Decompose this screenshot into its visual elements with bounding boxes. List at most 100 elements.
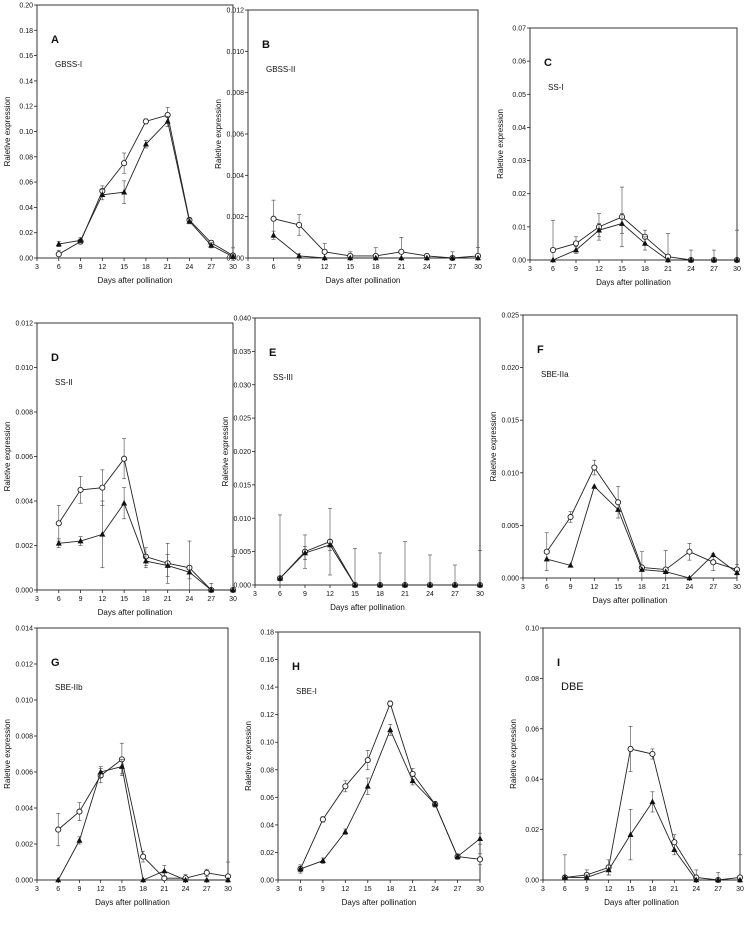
y-tick-label: 0.08 — [260, 767, 274, 774]
data-point-triangle — [734, 569, 740, 576]
data-point-triangle — [77, 236, 84, 243]
data-point-triangle — [662, 568, 669, 574]
chart-panel: 3 6 9 12 15 18 21 24 27 30 0.000 0.005 0.010 0.015 0.0… — [221, 316, 484, 613]
data-point-circle — [342, 783, 349, 790]
data-series — [550, 213, 740, 263]
data-point-circle — [567, 513, 574, 521]
data-point-circle — [627, 745, 634, 753]
data-point-triangle — [164, 118, 171, 124]
data-point-triangle — [142, 557, 149, 564]
data-point-triangle — [452, 581, 458, 588]
x-tick-label: 15 — [120, 596, 128, 603]
panel-letter: G — [51, 657, 60, 669]
data-point-triangle — [665, 256, 671, 263]
series-line — [58, 114, 234, 256]
data-point-triangle — [649, 798, 656, 805]
data-point-circle — [649, 750, 656, 758]
y-tick-label: 0.008 — [15, 734, 33, 741]
y-tick-label: 0.14 — [260, 685, 274, 692]
data-series — [55, 759, 231, 883]
y-tick-label: 0.06 — [260, 795, 274, 802]
data-point-triangle — [347, 254, 354, 261]
x-axis-title: Days after pollination — [95, 898, 170, 907]
data-point-circle — [398, 248, 405, 255]
y-tick-label: 0.10 — [525, 626, 539, 633]
data-point-circle — [319, 816, 326, 823]
data-point-triangle — [164, 562, 171, 568]
x-tick-label: 18 — [142, 264, 150, 271]
x-axis-title: Days after pollination — [593, 596, 668, 605]
x-tick-label: 18 — [649, 886, 657, 893]
data-point-triangle — [638, 566, 645, 572]
y-tick-label: 0.18 — [260, 630, 274, 637]
x-tick-label: 3 — [35, 264, 39, 271]
x-tick-label: 27 — [714, 886, 722, 893]
x-tick-label: 6 — [57, 596, 61, 603]
x-tick-label: 24 — [182, 886, 190, 893]
data-point-triangle — [591, 483, 598, 489]
data-point-triangle — [76, 837, 83, 843]
x-tick-label: 6 — [545, 584, 549, 591]
data-point-triangle — [477, 835, 483, 841]
x-axis-title: Days after pollination — [342, 898, 417, 907]
series-line — [564, 748, 741, 881]
y-tick-label: 0.010 — [15, 698, 33, 705]
gene-name-label: SS-II — [55, 378, 73, 387]
data-point-triangle — [327, 541, 333, 548]
data-series — [55, 438, 237, 594]
gene-name-label: SBE-IIb — [55, 683, 83, 692]
data-point-triangle — [208, 586, 215, 593]
data-point-triangle — [671, 846, 678, 853]
x-tick-label: 9 — [585, 886, 589, 893]
y-tick-label: 0.014 — [15, 626, 33, 633]
chart-panel: 3 6 9 12 15 18 21 24 27 30 0.00 0.02 0.04 0.06 0.08 0.1… — [244, 630, 484, 908]
x-tick-label: 21 — [164, 264, 172, 271]
y-tick-label: 0.06 — [525, 726, 539, 733]
data-point-triangle — [277, 575, 283, 581]
x-tick-label: 24 — [186, 264, 194, 271]
panel-letter: I — [557, 657, 560, 669]
x-tick-label: 12 — [605, 886, 613, 893]
y-axis-title: Raletive expression — [3, 719, 12, 789]
y-tick-label: 0.040 — [233, 316, 251, 323]
y-tick-label: 0.006 — [15, 454, 33, 461]
data-point-triangle — [583, 874, 590, 880]
x-tick-label: 30 — [733, 584, 741, 591]
data-point-triangle — [605, 866, 612, 873]
data-series — [297, 724, 483, 873]
data-point-triangle — [99, 191, 106, 198]
y-tick-label: 0.010 — [15, 365, 33, 372]
y-tick-label: 0.002 — [15, 842, 33, 849]
y-tick-label: 0.16 — [260, 657, 274, 664]
data-point-circle — [387, 700, 394, 707]
data-point-triangle — [409, 777, 416, 784]
chart-panel: 3 6 9 12 15 18 21 24 27 30 0.00 0.01 0.02 0.03 0.04 0.0… — [496, 26, 741, 288]
data-point-triangle — [686, 574, 693, 581]
x-tick-label: 9 — [321, 886, 325, 893]
data-series — [270, 230, 481, 261]
data-point-triangle — [402, 581, 408, 588]
y-tick-label: 0.005 — [233, 549, 251, 556]
y-tick-label: 0.004 — [15, 806, 33, 813]
x-tick-label: 30 — [229, 264, 237, 271]
x-tick-label: 9 — [574, 266, 578, 273]
y-tick-label: 0.006 — [226, 132, 244, 139]
x-tick-label: 9 — [303, 591, 307, 598]
data-point-circle — [76, 808, 83, 815]
gene-name-label: SBE-IIa — [541, 370, 569, 379]
chart-panel: 3 6 9 12 15 18 21 24 27 30 0.00 0.02 0.04 0.06 0.08 0.1… — [509, 626, 744, 908]
x-axis-title: Days after pollination — [604, 898, 679, 907]
data-point-triangle — [99, 531, 106, 537]
data-point-triangle — [140, 876, 147, 883]
data-point-triangle — [319, 857, 326, 864]
y-tick-label: 0.18 — [19, 28, 33, 35]
y-tick-label: 0.002 — [15, 543, 33, 550]
x-tick-label: 24 — [686, 584, 694, 591]
data-point-triangle — [710, 551, 717, 558]
x-tick-label: 18 — [139, 886, 147, 893]
y-tick-label: 0.06 — [512, 59, 526, 66]
y-tick-label: 0.06 — [19, 180, 33, 187]
x-tick-label: 27 — [454, 886, 462, 893]
data-point-triangle — [121, 499, 128, 506]
series-line — [58, 457, 233, 591]
